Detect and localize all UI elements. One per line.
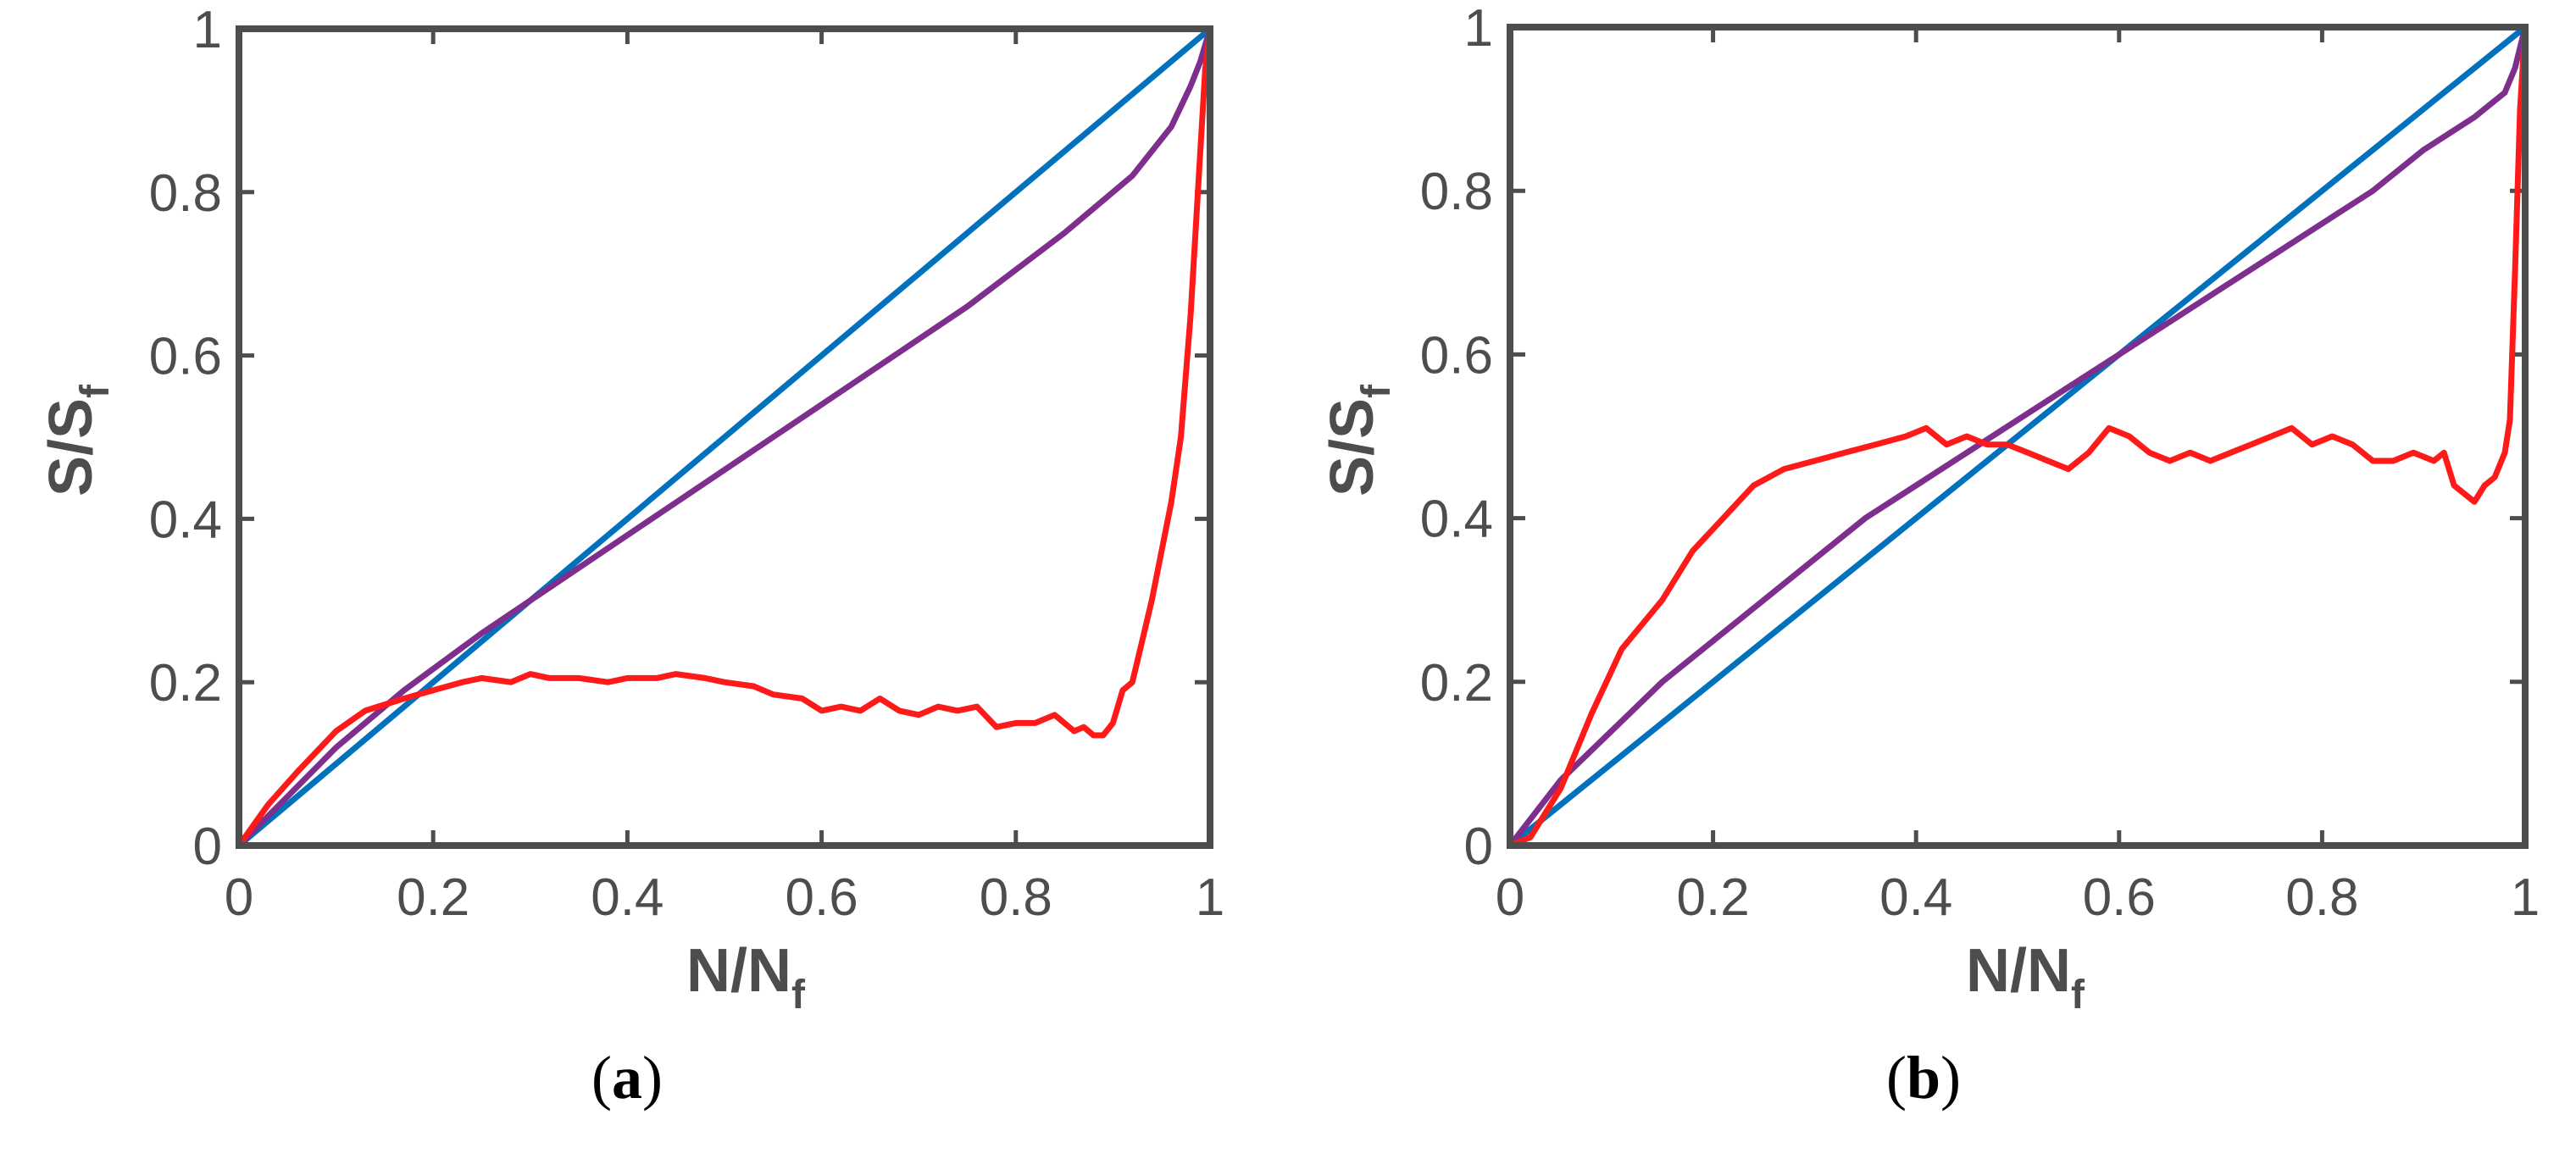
series-layer-a (236, 25, 1213, 849)
panel-a: 0 0.2 0.4 0.6 0.8 1 0 0.2 0.4 0.6 0.8 1 N/Nf S/Sf (… (37, 1, 1224, 1112)
x-tick-label-b-4: 0.8 (2285, 868, 2358, 927)
y-tick-label-a-0: 0 (193, 818, 222, 876)
panel-label-b: (b) (1886, 1044, 1961, 1112)
y-tick-label-a-3: 0.6 (149, 328, 222, 386)
series-blue-line-a (236, 25, 1213, 849)
y-tick-label-b-3: 0.6 (1420, 326, 1493, 385)
series-layer-b (1507, 24, 2529, 849)
axes-frame-a (236, 25, 1213, 849)
x-axis-label-b: N/Nf (1966, 937, 2085, 1018)
chart-a: 0 0.2 0.4 0.6 0.8 1 0 0.2 0.4 0.6 0.8 1 N/Nf S/Sf (… (37, 1, 1224, 1112)
y-tick-label-b-4: 0.8 (1420, 163, 1493, 221)
x-tick-label-a-0: 0 (225, 868, 253, 927)
x-tick-label-b-3: 0.6 (2083, 868, 2156, 927)
panel-b: 0 0.2 0.4 0.6 0.8 1 0 0.2 0.4 0.6 0.8 1 N/Nf S/Sf (… (1288, 0, 2576, 1159)
x-tick-label-b-2: 0.4 (1879, 868, 1952, 927)
x-tick-label-a-3: 0.6 (785, 868, 858, 927)
y-tick-label-a-5: 1 (193, 1, 222, 59)
y-tick-label-a-1: 0.2 (149, 654, 222, 713)
series-blue-line-b (1507, 24, 2529, 849)
y-tick-label-a-4: 0.8 (149, 164, 222, 223)
x-tick-label-a-5: 1 (1196, 868, 1224, 927)
axes-frame-b (1507, 24, 2529, 849)
x-tick-label-b-1: 0.2 (1676, 868, 1749, 927)
chart-b: 0 0.2 0.4 0.6 0.8 1 0 0.2 0.4 0.6 0.8 1 N/Nf S/Sf (… (1319, 0, 2540, 1112)
x-tick-label-a-1: 0.2 (397, 868, 469, 927)
x-tick-label-a-4: 0.8 (980, 868, 1052, 927)
panel-label-a: (a) (591, 1044, 663, 1112)
x-tick-label-b-0: 0 (1496, 868, 1524, 927)
y-axis-label-b: S/Sf (1319, 384, 1399, 496)
y-tick-label-a-2: 0.4 (149, 491, 222, 549)
y-tick-label-b-0: 0 (1464, 818, 1493, 876)
series-purple-line-b (1507, 24, 2529, 849)
ticks-a: 0 0.2 0.4 0.6 0.8 1 0 0.2 0.4 0.6 0.8 1 (149, 1, 1224, 927)
y-axis-label-a: S/Sf (37, 384, 118, 496)
series-purple-line-a (236, 25, 1213, 849)
x-tick-label-b-5: 1 (2511, 868, 2540, 927)
x-axis-label-a: N/Nf (686, 937, 806, 1018)
y-tick-label-b-2: 0.4 (1420, 491, 1493, 549)
y-tick-label-b-5: 1 (1464, 0, 1493, 58)
x-tick-label-a-2: 0.4 (591, 868, 663, 927)
series-red-line-b (1507, 24, 2529, 849)
y-tick-label-b-1: 0.2 (1420, 654, 1493, 713)
series-red-line-a (236, 25, 1213, 849)
